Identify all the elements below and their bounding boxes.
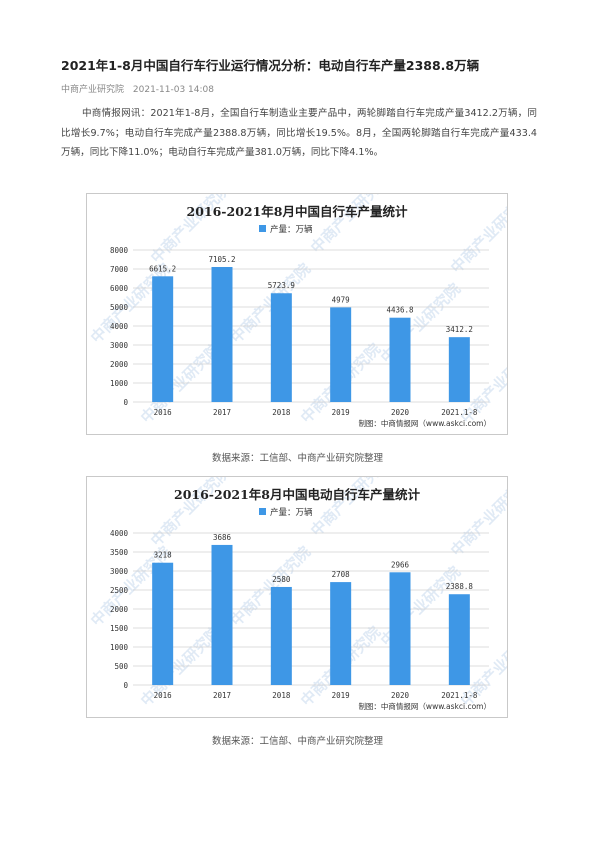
bar xyxy=(270,586,292,685)
y-tick-label: 3000 xyxy=(110,341,129,350)
bar xyxy=(389,317,411,402)
watermark-text: 中商产业研究院 xyxy=(227,543,314,630)
x-tick-label: 2016 xyxy=(154,691,173,700)
chart-credit: 制图：中商情报网（www.askci.com） xyxy=(358,418,491,428)
data-label: 7105.2 xyxy=(208,255,235,264)
y-tick-label: 6000 xyxy=(110,284,129,293)
bar xyxy=(448,594,470,685)
data-label: 4436.8 xyxy=(386,306,414,315)
y-tick-label: 3500 xyxy=(110,548,129,557)
article-source[interactable]: 中商产业研究院 xyxy=(61,85,125,95)
chart-caption-1: 数据来源：工信部、中商产业研究院整理 xyxy=(211,453,383,464)
bar xyxy=(330,582,352,685)
y-tick-label: 500 xyxy=(114,662,128,671)
data-label: 2966 xyxy=(391,560,410,569)
y-tick-label: 0 xyxy=(123,398,128,407)
y-tick-label: 2000 xyxy=(110,605,129,614)
article-title: 2021年1-8月中国自行车行业运行情况分析：电动自行车产量2388.8万辆 xyxy=(61,58,480,73)
x-tick-label: 2017 xyxy=(213,408,231,417)
bar xyxy=(152,562,174,685)
y-tick-label: 5000 xyxy=(110,303,129,312)
legend-label: 产量：万辆 xyxy=(270,224,313,235)
bar xyxy=(211,544,233,685)
x-tick-label: 2021.1-8 xyxy=(441,408,478,417)
watermark-text: 中商产业研究院 xyxy=(447,477,507,560)
x-tick-label: 2016 xyxy=(154,408,173,417)
x-tick-label: 2018 xyxy=(272,408,291,417)
x-tick-label: 2021.1-8 xyxy=(441,691,478,700)
y-tick-label: 3000 xyxy=(110,567,129,576)
data-label: 2580 xyxy=(272,575,291,584)
y-tick-label: 7000 xyxy=(110,265,129,274)
watermark-text: 中商产业研究院 xyxy=(447,194,507,277)
x-tick-label: 2019 xyxy=(332,691,350,700)
data-label: 4979 xyxy=(332,295,350,304)
x-tick-label: 2018 xyxy=(272,691,291,700)
data-label: 6615.2 xyxy=(149,264,176,273)
y-tick-label: 2500 xyxy=(110,586,129,595)
chart-title: 2016-2021年8月中国自行车产量统计 xyxy=(187,204,408,219)
x-tick-label: 2017 xyxy=(213,691,231,700)
x-tick-label: 2020 xyxy=(391,691,410,700)
x-tick-label: 2020 xyxy=(391,408,410,417)
y-tick-label: 1500 xyxy=(110,624,129,633)
data-label: 2708 xyxy=(332,570,351,579)
y-tick-label: 4000 xyxy=(110,322,129,331)
x-tick-label: 2019 xyxy=(332,408,350,417)
article-paragraph: 中商情报网讯：2021年1-8月，全国自行车制造业主要产品中，两轮脚踏自行车完成… xyxy=(61,108,537,158)
chart-credit: 制图：中商情报网（www.askci.com） xyxy=(358,701,491,711)
legend-swatch xyxy=(259,508,266,515)
legend-label: 产量：万辆 xyxy=(270,507,313,518)
watermark-text: 中商产业研究院 xyxy=(227,260,314,347)
data-label: 3412.2 xyxy=(446,325,473,334)
data-label: 2388.8 xyxy=(446,582,474,591)
chart-title: 2016-2021年8月中国电动自行车产量统计 xyxy=(174,487,420,502)
electric-bicycle-output-chart: 中商产业研究院 中商产业研究院 中商产业研究院 中商产业研究院 中商产业研究院 中商产业研… xyxy=(86,476,508,718)
bar xyxy=(330,307,352,402)
article-meta: 中商产业研究院 2021-11-03 14:08 xyxy=(61,82,220,95)
article-datetime: 2021-11-03 14:08 xyxy=(132,85,214,95)
bar xyxy=(211,267,233,402)
y-tick-label: 1000 xyxy=(110,379,129,388)
bar xyxy=(270,293,292,402)
y-tick-label: 0 xyxy=(123,681,128,690)
y-tick-label: 1000 xyxy=(110,643,129,652)
bicycle-output-chart: 中商产业研究院 中商产业研究院 中商产业研究院 中商产业研究院 中商产业研究院 中商产业研… xyxy=(86,193,508,435)
chart-caption-2: 数据来源：工信部、中商产业研究院整理 xyxy=(211,736,383,747)
data-label: 3218 xyxy=(154,551,173,560)
y-tick-label: 2000 xyxy=(110,360,129,369)
data-label: 3686 xyxy=(213,533,232,542)
bar xyxy=(152,276,174,402)
y-tick-label: 4000 xyxy=(110,529,129,538)
y-tick-label: 8000 xyxy=(110,246,129,255)
data-label: 5723.9 xyxy=(268,281,295,290)
bar xyxy=(448,337,470,402)
legend-swatch xyxy=(259,225,266,232)
bar xyxy=(389,572,411,685)
